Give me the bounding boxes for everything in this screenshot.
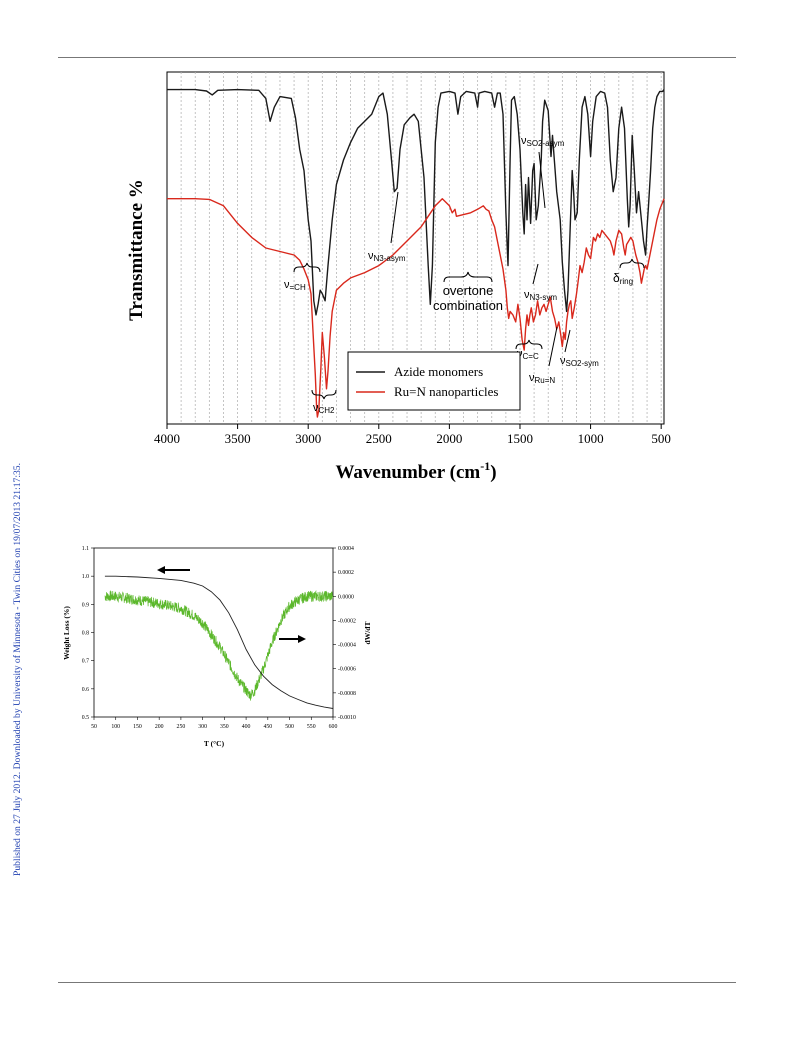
ir-x-tick-label: 1000 xyxy=(578,431,604,446)
tga-arrow-right xyxy=(279,635,306,643)
ir-y-axis-label: Transmittance % xyxy=(126,179,147,321)
bracket-vch xyxy=(293,262,321,273)
tga-y2-axis-label: dW/dT xyxy=(363,622,372,645)
ir-legend: Azide monomers Ru=N nanoparticles xyxy=(347,351,521,411)
label-overtone: overtone xyxy=(443,283,494,298)
label-vso2sym: νSO2-sym xyxy=(560,355,599,368)
tga-y2-tick-label: -0.0008 xyxy=(338,691,356,697)
bracket-overtone xyxy=(443,271,493,283)
tga-x-tick-label: 550 xyxy=(307,724,316,730)
publication-notice: Published on 27 July 2012. Downloaded by… xyxy=(12,463,23,876)
tga-x-tick-label: 600 xyxy=(329,724,338,730)
ir-x-tick-label: 2500 xyxy=(366,431,392,446)
tga-y-tick-label: 0.9 xyxy=(82,602,89,608)
tga-y-tick-label: 1.1 xyxy=(82,546,89,552)
tga-x-tick-label: 500 xyxy=(285,724,294,730)
tga-y-tick-label: 0.8 xyxy=(82,631,89,637)
tga-x-tick-label: 200 xyxy=(155,724,164,730)
tga-x-tick-label: 450 xyxy=(263,724,272,730)
ir-x-tick-label: 3500 xyxy=(225,431,251,446)
ir-x-tick-label: 2000 xyxy=(436,431,462,446)
tga-x-tick-label: 250 xyxy=(177,724,186,730)
tga-ticks: 50 100 150 200 250 300 350 400 450 500 550 600 0.5 0.… xyxy=(82,546,356,730)
label-vso2asym: νSO2-asym xyxy=(521,135,565,148)
legend-label-run: Ru=N nanoparticles xyxy=(394,384,498,399)
tga-y2-tick-label: 0.0004 xyxy=(338,546,354,552)
ir-annotation-brackets xyxy=(293,151,645,400)
bracket-vcc xyxy=(515,339,543,350)
tga-series-line-weight xyxy=(104,575,334,709)
ir-x-axis-label: Wavenumber (cm-1) xyxy=(335,459,496,483)
tga-x-tick-label: 350 xyxy=(220,724,229,730)
tga-x-tick-label: 400 xyxy=(242,724,251,730)
tga-y2-tick-label: -0.0002 xyxy=(338,618,356,624)
tga-x-tick-label: 100 xyxy=(111,724,120,730)
ir-series-lines xyxy=(167,88,665,418)
leader-vso2sym xyxy=(564,329,571,353)
label-dring: δring xyxy=(613,271,633,286)
leader-vso2asym xyxy=(538,151,546,209)
tga-plot-frame xyxy=(93,547,334,718)
ir-x-tick-label: 3000 xyxy=(295,431,321,446)
ir-x-ticks: 4000 3500 3000 2500 2000 1500 1000 500 xyxy=(154,424,671,446)
leader-vn3sym xyxy=(532,263,539,285)
ir-spectrum-chart: 4000 3500 3000 2500 2000 1500 1000 500 Transmit… xyxy=(126,71,671,483)
label-combination: combination xyxy=(433,298,503,313)
bracket-dring xyxy=(619,258,645,269)
ir-x-tick-label: 1500 xyxy=(507,431,533,446)
label-vn3sym: νN3-sym xyxy=(524,289,557,302)
tga-y-tick-label: 0.6 xyxy=(82,687,89,693)
label-vn3asym: νN3-asym xyxy=(368,250,406,263)
tga-x-tick-label: 300 xyxy=(198,724,207,730)
tga-y-tick-label: 0.5 xyxy=(82,715,89,721)
tga-y-axis-label: Weight Loss (%) xyxy=(62,606,71,660)
label-vrun: νRu=N xyxy=(529,372,555,385)
tga-arrow-left xyxy=(157,566,190,574)
tga-y-tick-label: 1.0 xyxy=(82,574,89,580)
tga-x-tick-label: 50 xyxy=(91,724,97,730)
label-vch2: νCH2 xyxy=(313,402,335,415)
tga-y-tick-label: 0.7 xyxy=(82,659,89,665)
legend-label-azide: Azide monomers xyxy=(394,364,483,379)
bracket-vch2 xyxy=(311,389,337,400)
label-vch: ν=CH xyxy=(284,279,306,292)
footer-rule xyxy=(58,982,736,983)
ir-series-line-azide xyxy=(167,88,665,316)
tga-series-lines xyxy=(104,575,334,709)
tga-x-axis-label: T (°C) xyxy=(204,739,225,748)
ir-x-tick-label: 500 xyxy=(651,431,671,446)
tga-x-tick-label: 150 xyxy=(133,724,142,730)
ir-x-tick-label: 4000 xyxy=(154,431,180,446)
header-rule xyxy=(58,57,736,58)
tga-y2-tick-label: -0.0006 xyxy=(338,667,356,673)
ir-series-line-run xyxy=(167,198,665,418)
leader-vn3asym xyxy=(390,191,399,244)
tga-y2-tick-label: -0.0004 xyxy=(338,643,356,649)
tga-y2-tick-label: 0.0000 xyxy=(338,594,354,600)
tga-series-line-dtg xyxy=(104,590,334,701)
legend-box xyxy=(347,351,521,411)
leader-vrun xyxy=(548,326,558,367)
tga-y2-tick-label: -0.0010 xyxy=(338,715,356,721)
tga-y2-tick-label: 0.0002 xyxy=(338,570,354,576)
